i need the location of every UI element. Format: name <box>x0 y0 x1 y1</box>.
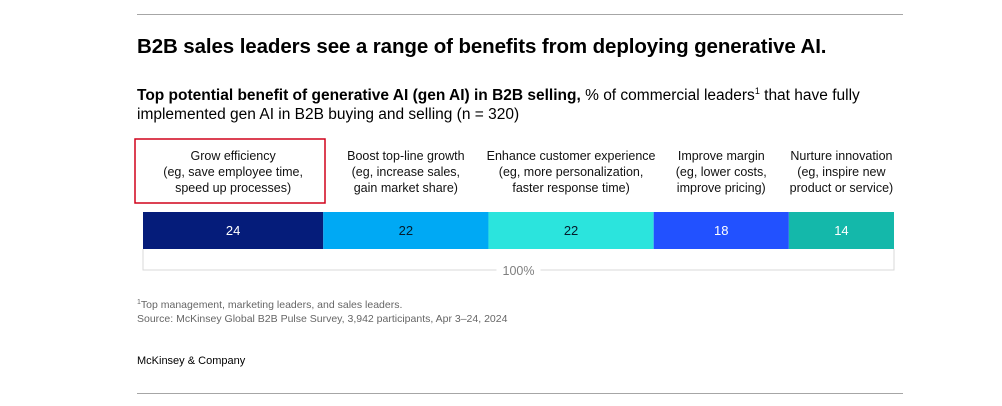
bar-segment <box>323 212 489 249</box>
category-detail-label: (eg, inspire new <box>797 165 886 179</box>
category-label: Boost top-line growth <box>347 149 464 163</box>
category-detail-label: (eg, lower costs, <box>676 165 767 179</box>
category-detail-label: (eg, more personalization, <box>499 165 644 179</box>
bottom-divider <box>137 393 903 394</box>
top-divider <box>137 14 903 15</box>
bar-segment <box>143 212 324 249</box>
footnote: 1Top management, marketing leaders, and … <box>137 299 402 311</box>
category-label: Grow efficiency <box>191 149 277 163</box>
bar-value-label: 22 <box>564 223 578 238</box>
footnote-text: Top management, marketing leaders, and s… <box>140 299 403 311</box>
subtitle-text-b: that have fully implemented gen AI in B2… <box>137 87 860 123</box>
category-detail-label: gain market share) <box>354 181 458 195</box>
bar-segment <box>788 212 894 249</box>
brand-wordmark: McKinsey & Company <box>137 355 246 367</box>
bar-value-label: 14 <box>834 223 848 238</box>
bar-value-label: 18 <box>714 223 728 238</box>
category-detail-label: speed up processes) <box>175 181 291 195</box>
source-note: Source: McKinsey Global B2B Pulse Survey… <box>137 313 508 325</box>
bar-value-label: 24 <box>226 223 240 238</box>
category-detail-label: improve pricing) <box>677 181 766 195</box>
subtitle-text-a: % of commercial leaders <box>580 87 755 104</box>
headline: B2B sales leaders see a range of benefit… <box>137 35 827 58</box>
category-detail-label: faster response time) <box>512 181 629 195</box>
category-detail-label: (eg, save employee time, <box>163 165 303 179</box>
category-detail-label: product or service) <box>790 181 894 195</box>
bar-segment <box>488 212 654 249</box>
footnote-marker: 1 <box>137 299 141 306</box>
highlight-box <box>134 138 326 204</box>
total-bracket-right <box>540 249 895 271</box>
bar-segment <box>653 212 789 249</box>
bar-value-label: 22 <box>399 223 413 238</box>
total-bracket-left <box>142 249 497 271</box>
subtitle-footnote-marker: 1 <box>754 86 760 96</box>
subtitle-bold: Top potential benefit of generative AI (… <box>137 87 581 104</box>
category-label: Enhance customer experience <box>487 149 656 163</box>
category-label: Nurture innovation <box>790 149 892 163</box>
total-label: 100% <box>503 264 535 278</box>
category-label: Improve margin <box>678 149 765 163</box>
category-detail-label: (eg, increase sales, <box>352 165 460 179</box>
chart-subtitle: Top potential benefit of generative AI (… <box>137 86 897 124</box>
